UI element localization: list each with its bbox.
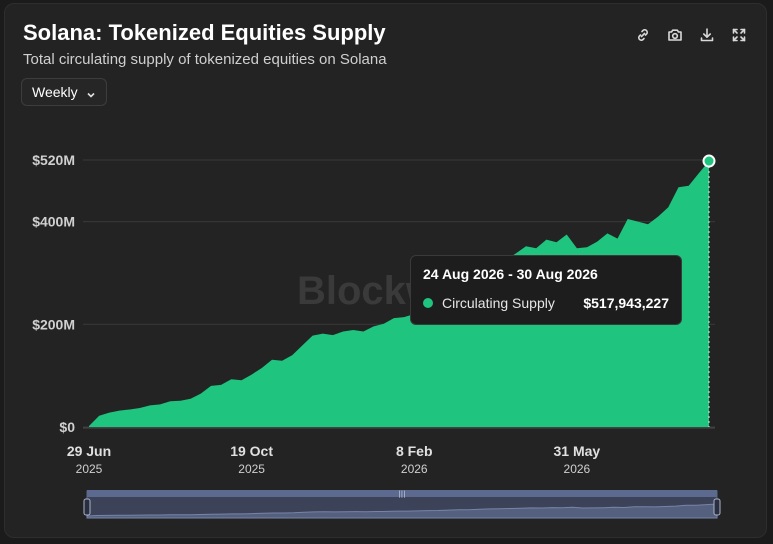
tooltip-value: $517,943,227 [583,295,669,311]
series-color-dot [423,298,433,308]
camera-icon[interactable] [666,26,684,44]
chevron-down-icon [86,87,96,98]
link-icon[interactable] [634,26,652,44]
navigator-grip-icon: ||| [398,490,405,498]
tooltip-date: 24 Aug 2026 - 30 Aug 2026 [423,266,598,282]
frequency-select-value: Weekly [32,84,78,100]
tooltip-series-label: Circulating Supply [442,295,555,311]
frequency-select[interactable]: Weekly [21,78,107,106]
navigator-left-handle[interactable] [83,498,91,516]
y-tick-label: $0 [59,419,75,435]
x-tick-year: 2026 [401,462,428,476]
chart-tooltip: 24 Aug 2026 - 30 Aug 2026 Circulating Su… [410,255,682,325]
hover-point [702,154,716,168]
x-tick-year: 2025 [76,462,103,476]
y-tick-label: $400M [32,214,75,230]
navigator-right-handle[interactable] [713,498,721,516]
y-tick-label: $520M [32,152,75,168]
download-icon[interactable] [698,26,716,44]
fullscreen-icon[interactable] [730,26,748,44]
chart-panel: Solana: Tokenized Equities Supply Total … [4,3,767,538]
x-tick-label: 31 May [554,443,601,459]
chart-subtitle: Total circulating supply of tokenized eq… [23,51,387,68]
x-tick-year: 2025 [238,462,265,476]
chart-toolbar [634,26,748,44]
x-tick-label: 19 Oct [230,443,273,459]
series-area [89,161,709,427]
chart-title: Solana: Tokenized Equities Supply [23,20,386,45]
x-tick-year: 2026 [564,462,591,476]
x-tick-label: 8 Feb [396,443,433,459]
x-tick-label: 29 Jun [67,443,111,459]
y-tick-label: $200M [32,316,75,332]
navigator-sparkline [86,503,718,519]
navigator-scrollbar [87,490,717,497]
